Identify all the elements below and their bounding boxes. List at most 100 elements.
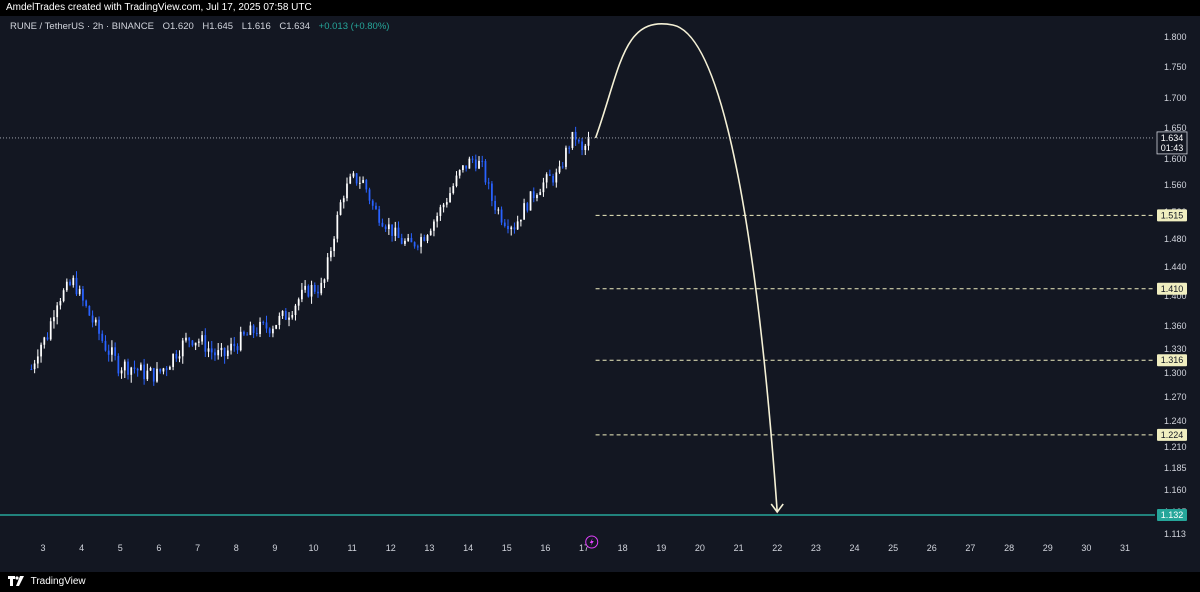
- y-tick-label: 1.330: [1164, 344, 1187, 354]
- candle-body: [507, 225, 509, 230]
- candle-body: [59, 301, 62, 306]
- candle-body: [484, 161, 487, 183]
- candle-body: [268, 328, 271, 334]
- level-label-bg: [1157, 509, 1187, 521]
- candle-body: [362, 179, 364, 183]
- candle-body: [143, 364, 146, 380]
- candle-body: [577, 139, 580, 142]
- candle-body: [342, 198, 345, 203]
- candle-body: [471, 158, 474, 160]
- candle-body: [478, 160, 480, 169]
- candle-body: [497, 209, 500, 211]
- candle-body: [101, 333, 104, 341]
- projection-arrow: [594, 23, 779, 513]
- candle-body: [136, 368, 139, 371]
- candle-body: [265, 322, 268, 329]
- y-tick-label: 1.240: [1164, 416, 1187, 426]
- last-price-label: 1.634: [1161, 133, 1184, 143]
- candle-body: [516, 221, 519, 230]
- candle-body: [420, 237, 422, 247]
- candle-body: [413, 242, 416, 247]
- symbol-name: RUNE / TetherUS · 2h · BINANCE: [10, 21, 154, 32]
- price-chart[interactable]: 1.8001.7501.7001.6501.6001.5601.5201.480…: [0, 16, 1200, 572]
- candle-body: [214, 352, 216, 356]
- candle-body: [56, 305, 59, 318]
- candle-body: [162, 368, 165, 372]
- x-tick-label: 26: [927, 543, 937, 553]
- candle-body: [429, 230, 432, 236]
- x-tick-label: 21: [734, 543, 744, 553]
- x-tick-label: 8: [234, 543, 239, 553]
- y-tick-label: 1.750: [1164, 62, 1187, 72]
- candle-body: [523, 203, 525, 220]
- candle-body: [40, 344, 42, 357]
- candle-body: [91, 315, 94, 323]
- candle-body: [272, 328, 274, 334]
- candle-body: [278, 315, 281, 326]
- candle-body: [416, 246, 419, 248]
- x-tick-label: 18: [618, 543, 628, 553]
- candle-body: [449, 193, 451, 203]
- candle-body: [320, 282, 323, 294]
- chart-frame[interactable]: 1.8001.7501.7001.6501.6001.5601.5201.480…: [0, 16, 1200, 572]
- x-tick-label: 24: [849, 543, 859, 553]
- candle-body: [201, 335, 203, 342]
- candle-body: [46, 337, 49, 340]
- y-tick-label: 1.270: [1164, 392, 1187, 402]
- x-tick-label: 5: [118, 543, 123, 553]
- candle-body: [236, 346, 239, 351]
- candle-body: [252, 325, 255, 333]
- candle-body: [281, 310, 284, 316]
- x-tick-label: 3: [40, 543, 45, 553]
- candle-body: [130, 367, 133, 375]
- candle-body: [127, 361, 129, 375]
- candle-body: [581, 141, 583, 151]
- candle-body: [558, 166, 561, 173]
- candle-body: [552, 175, 554, 183]
- candle-body: [500, 209, 503, 223]
- candle-body: [465, 165, 468, 169]
- candle-body: [542, 182, 545, 193]
- candle-body: [452, 185, 455, 194]
- symbol-info-line: RUNE / TetherUS · 2h · BINANCE O1.620 H1…: [10, 21, 389, 32]
- candle-body: [355, 173, 358, 184]
- candle-body: [49, 321, 52, 340]
- candle-body: [494, 200, 497, 211]
- candle-body: [513, 227, 516, 230]
- candle-body: [53, 317, 55, 322]
- candle-body: [152, 368, 155, 382]
- candle-body: [230, 343, 232, 351]
- y-tick-label: 1.480: [1164, 234, 1187, 244]
- y-tick-label: 1.440: [1164, 262, 1187, 272]
- candle-body: [33, 363, 36, 370]
- candle-body: [288, 317, 290, 320]
- candle-body: [445, 202, 448, 205]
- candle-body: [455, 175, 458, 186]
- candle-body: [481, 160, 484, 162]
- candle-body: [210, 348, 213, 353]
- candle-body: [43, 337, 46, 345]
- x-tick-label: 4: [79, 543, 84, 553]
- candle-body: [519, 219, 522, 222]
- x-tick-label: 9: [272, 543, 277, 553]
- y-tick-label: 1.650: [1164, 123, 1187, 133]
- candle-body: [548, 174, 551, 176]
- candle-body: [410, 237, 413, 243]
- candle-body: [503, 222, 506, 226]
- candle-body: [146, 370, 149, 380]
- candle-body: [568, 147, 571, 149]
- candle-body: [584, 145, 587, 151]
- candle-body: [117, 355, 120, 374]
- candle-body: [462, 165, 464, 171]
- candle-body: [349, 176, 352, 184]
- candle-body: [391, 224, 393, 236]
- candle-body: [368, 189, 371, 201]
- x-tick-label: 31: [1120, 543, 1130, 553]
- candle-body: [65, 281, 68, 291]
- candle-body: [239, 331, 242, 351]
- candle-body: [423, 237, 426, 241]
- candle-body: [310, 284, 313, 297]
- y-tick-label: 1.800: [1164, 32, 1187, 42]
- candle-body: [571, 131, 574, 148]
- candle-body: [243, 331, 245, 335]
